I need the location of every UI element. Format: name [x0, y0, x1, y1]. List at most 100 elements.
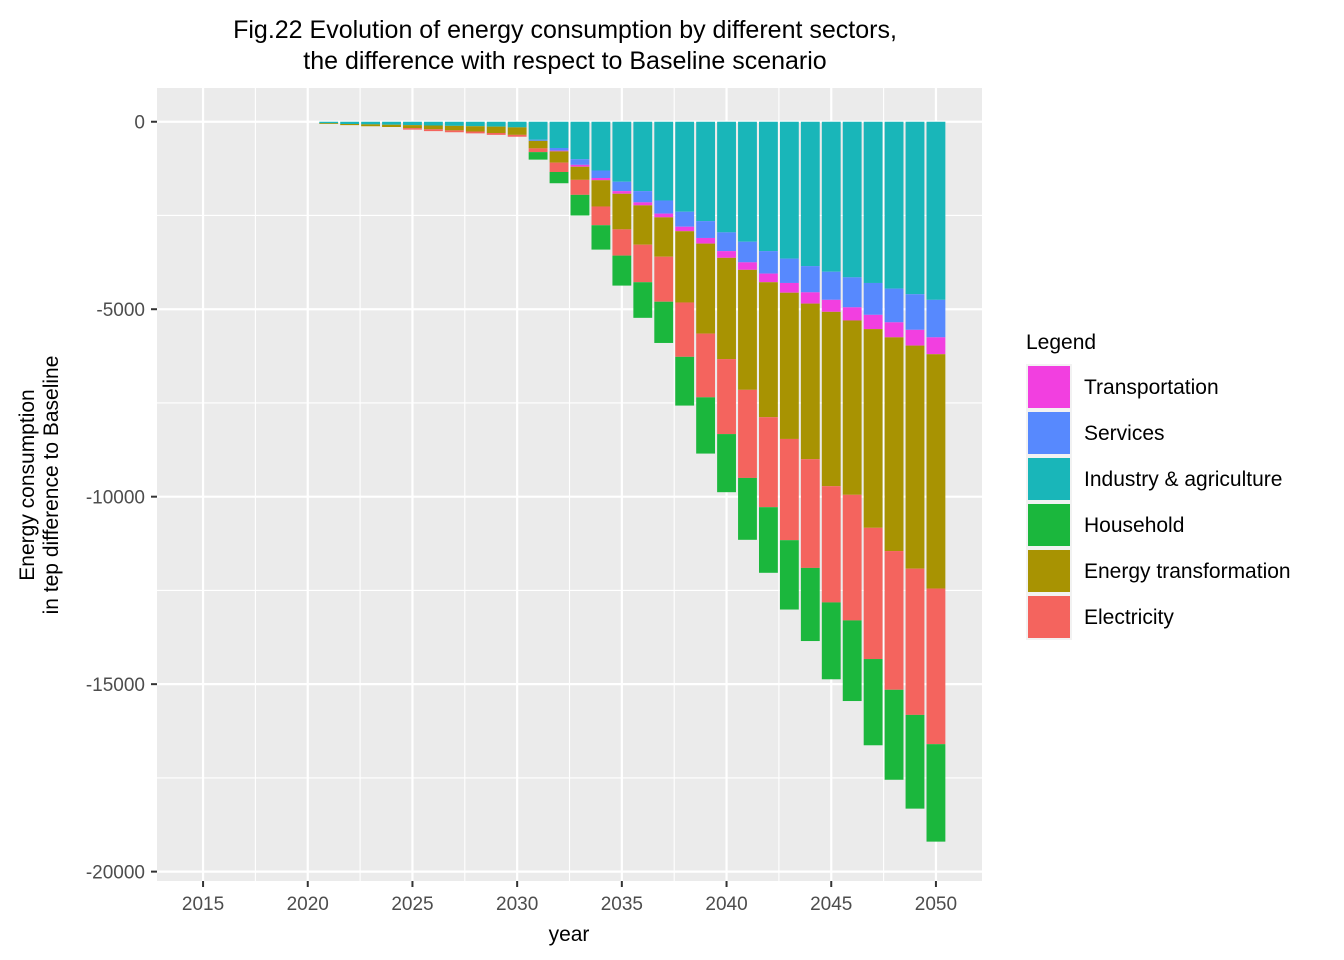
- bar-services-2043: [779, 258, 799, 283]
- bar-transportation-2037: [654, 213, 674, 218]
- bar-energy-transformation-2030: [507, 127, 527, 135]
- bar-services-2034: [591, 170, 611, 178]
- legend-swatch-energy-transformation: [1028, 550, 1070, 592]
- y-tick-label-neg10000: -10000: [86, 488, 145, 509]
- bar-industry-and-agriculture-2022: [340, 121, 360, 124]
- bar-industry-and-agriculture-2024: [382, 121, 401, 125]
- legend-swatch-industry-and-agriculture: [1028, 458, 1070, 500]
- bar-energy-transformation-2028: [465, 126, 485, 132]
- bar-transportation-2040: [717, 251, 736, 258]
- bar-industry-and-agriculture-2040: [717, 121, 736, 233]
- bar-transportation-2035: [612, 191, 632, 194]
- legend-label-services: Services: [1084, 422, 1165, 445]
- bar-energy-transformation-2025: [403, 125, 422, 129]
- bar-electricity-2029: [486, 132, 506, 135]
- bar-transportation-2044: [800, 292, 820, 304]
- bar-household-2044: [800, 567, 820, 642]
- y-axis-title: Energy consumption in tep difference to …: [16, 356, 63, 615]
- bar-industry-and-agriculture-2041: [738, 121, 757, 242]
- legend-label-electricity: Electricity: [1084, 606, 1174, 629]
- x-tick-label-2035: 2035: [601, 894, 643, 915]
- bar-energy-transformation-2021: [319, 123, 339, 124]
- bar-energy-transformation-2042: [758, 282, 778, 418]
- bar-household-2049: [905, 714, 925, 809]
- bar-household-2039: [696, 397, 716, 454]
- bar-energy-transformation-2024: [382, 124, 401, 127]
- bar-industry-and-agriculture-2049: [905, 121, 925, 295]
- bar-industry-and-agriculture-2047: [863, 121, 883, 283]
- bar-electricity-2030: [507, 134, 527, 137]
- bar-industry-and-agriculture-2032: [549, 121, 569, 148]
- bar-transportation-2038: [675, 226, 695, 232]
- bar-transportation-2046: [842, 307, 862, 321]
- bar-transportation-2049: [905, 329, 925, 346]
- bar-household-2042: [758, 507, 778, 573]
- bar-services-2031: [528, 139, 548, 141]
- bar-energy-transformation-2034: [591, 180, 611, 207]
- bar-energy-transformation-2045: [821, 311, 841, 487]
- bar-household-2034: [591, 225, 611, 250]
- bar-household-2033: [570, 194, 590, 216]
- bar-electricity-2027: [444, 130, 464, 133]
- bar-energy-transformation-2027: [444, 125, 464, 131]
- y-tick-label-neg5000: -5000: [96, 300, 145, 321]
- bar-industry-and-agriculture-2023: [361, 121, 381, 125]
- bar-transportation-2042: [758, 273, 778, 283]
- legend-swatch-transportation: [1028, 366, 1070, 408]
- bar-electricity-2025: [403, 128, 422, 130]
- bar-industry-and-agriculture-2033: [570, 121, 590, 160]
- bar-electricity-2033: [570, 179, 590, 195]
- bar-services-2049: [905, 294, 925, 330]
- bar-household-2031: [528, 152, 548, 160]
- bar-industry-and-agriculture-2029: [486, 121, 506, 127]
- bar-electricity-2044: [800, 459, 820, 568]
- bar-services-2040: [717, 232, 736, 252]
- bar-energy-transformation-2036: [633, 205, 653, 245]
- bar-energy-transformation-2035: [612, 193, 632, 230]
- x-tick-label-2045: 2045: [810, 894, 852, 915]
- bar-energy-transformation-2022: [340, 123, 360, 126]
- bar-household-2032: [549, 171, 569, 184]
- bar-services-2050: [926, 299, 946, 338]
- bar-household-2047: [863, 659, 883, 746]
- bar-electricity-2034: [591, 206, 611, 226]
- bar-services-2045: [821, 271, 841, 300]
- bar-industry-and-agriculture-2045: [821, 121, 841, 272]
- bar-energy-transformation-2046: [842, 320, 862, 495]
- legend-title: Legend: [1026, 331, 1096, 354]
- bar-energy-transformation-2029: [486, 126, 506, 133]
- bar-electricity-2035: [612, 229, 632, 256]
- bar-industry-and-agriculture-2034: [591, 121, 611, 171]
- bar-services-2032: [549, 147, 569, 151]
- bar-household-2035: [612, 255, 632, 286]
- bar-electricity-2040: [717, 359, 736, 435]
- bar-transportation-2045: [821, 299, 841, 312]
- bar-industry-and-agriculture-2044: [800, 121, 820, 267]
- bar-electricity-2049: [905, 568, 925, 715]
- bar-transportation-2039: [696, 237, 716, 244]
- legend-swatch-services: [1028, 412, 1070, 454]
- bar-energy-transformation-2032: [549, 151, 569, 163]
- chart-title-line-2: the difference with respect to Baseline …: [303, 47, 826, 75]
- y-tick-label-neg20000: -20000: [86, 863, 145, 884]
- bar-services-2047: [863, 282, 883, 315]
- y-tick-label-0: 0: [134, 113, 145, 134]
- bar-services-2041: [738, 241, 757, 263]
- bar-industry-and-agriculture-2027: [444, 121, 464, 126]
- bar-electricity-2041: [738, 389, 757, 478]
- bar-services-2036: [633, 191, 653, 203]
- bar-electricity-2042: [758, 417, 778, 508]
- bar-energy-transformation-2048: [884, 337, 904, 552]
- legend-label-transportation: Transportation: [1084, 376, 1219, 399]
- x-tick-label-2050: 2050: [915, 894, 957, 915]
- bar-electricity-2032: [549, 162, 569, 172]
- x-axis: 2015 2020 2025 2030 2035 2040 2045 2050: [182, 881, 957, 915]
- bar-energy-transformation-2026: [423, 125, 443, 130]
- bar-electricity-2046: [842, 494, 862, 621]
- bar-industry-and-agriculture-2036: [633, 121, 653, 192]
- bar-services-2035: [612, 181, 632, 192]
- bar-transportation-2034: [591, 177, 611, 181]
- bar-energy-transformation-2023: [361, 124, 381, 127]
- bar-services-2037: [654, 200, 674, 214]
